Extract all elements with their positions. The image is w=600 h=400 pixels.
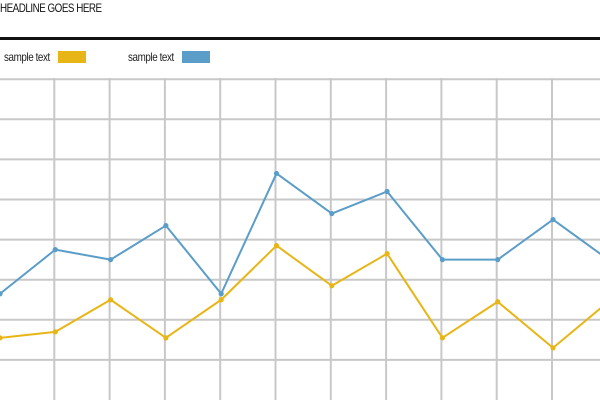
- data-point-series-2: [218, 291, 224, 297]
- legend-item-series-2: sample text: [128, 50, 210, 64]
- data-point-series-2: [163, 222, 169, 229]
- data-point-series-1: [495, 299, 501, 305]
- series-line-2: [0, 172, 600, 295]
- title-rule: [0, 37, 600, 40]
- data-point-series-1: [0, 335, 3, 341]
- legend: sample text sample text: [0, 50, 600, 66]
- data-point-series-1: [384, 251, 390, 257]
- data-point-series-2: [550, 216, 556, 223]
- data-point-series-1: [163, 335, 169, 341]
- data-point-series-1: [273, 243, 280, 249]
- data-point-series-1: [439, 335, 445, 341]
- data-point-series-2: [108, 257, 114, 263]
- legend-label-series-2: sample text: [128, 50, 174, 64]
- data-point-series-2: [273, 170, 280, 177]
- legend-item-series-1: sample text: [4, 50, 86, 64]
- data-point-series-2: [52, 247, 58, 253]
- data-point-series-1: [218, 297, 224, 303]
- series-line-1: [0, 244, 600, 349]
- headline: HEADLINE GOES HERE: [0, 1, 102, 15]
- data-point-series-1: [52, 329, 58, 335]
- data-point-series-1: [108, 297, 114, 303]
- data-point-series-2: [439, 257, 445, 263]
- legend-swatch-series-2: [182, 51, 210, 63]
- data-point-series-2: [0, 291, 3, 297]
- data-point-series-2: [384, 188, 390, 195]
- data-point-series-1: [329, 283, 335, 289]
- legend-label-series-1: sample text: [4, 50, 50, 64]
- legend-swatch-series-1: [58, 51, 86, 63]
- data-point-series-1: [550, 345, 556, 351]
- data-point-series-2: [495, 257, 501, 263]
- data-point-series-2: [329, 210, 335, 217]
